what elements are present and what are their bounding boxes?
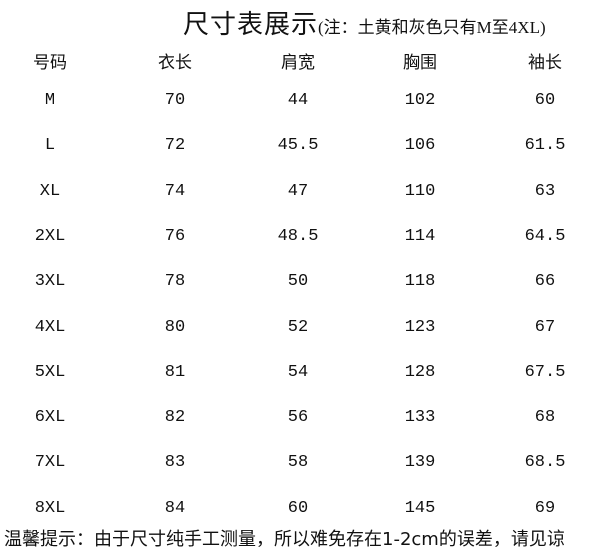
cell-shoulder: 60 bbox=[287, 498, 309, 518]
table-row: 4XL 80 52 123 67 bbox=[0, 318, 600, 348]
cell-shoulder: 47 bbox=[287, 181, 309, 201]
table-header: 号码 衣长 肩宽 胸围 袖长 bbox=[0, 48, 600, 78]
cell-sleeve: 67 bbox=[534, 317, 556, 337]
header-length: 衣长 bbox=[158, 53, 192, 73]
cell-length: 76 bbox=[164, 226, 186, 246]
cell-length: 82 bbox=[164, 408, 186, 428]
header-size: 号码 bbox=[33, 53, 67, 73]
table-row: 2XL 76 48.5 114 64.5 bbox=[0, 227, 600, 257]
cell-size: 5XL bbox=[34, 362, 66, 382]
table-row: 8XL 84 60 145 69 bbox=[0, 499, 600, 529]
cell-chest: 139 bbox=[404, 453, 436, 473]
cell-length: 84 bbox=[164, 498, 186, 518]
cell-shoulder: 48.5 bbox=[277, 226, 319, 246]
title-main: 尺寸表展示 bbox=[183, 10, 319, 39]
cell-length: 74 bbox=[164, 181, 186, 201]
cell-chest: 106 bbox=[404, 136, 436, 156]
cell-size: XL bbox=[39, 181, 61, 201]
cell-length: 70 bbox=[164, 91, 186, 110]
table-row: 3XL 78 50 118 66 bbox=[0, 272, 600, 302]
cell-sleeve: 68 bbox=[534, 408, 556, 428]
table-row: L 72 45.5 106 61.5 bbox=[0, 136, 600, 166]
title-note: (注：土黄和灰色只有M至4XL) bbox=[318, 18, 546, 37]
cell-size: 7XL bbox=[34, 453, 66, 473]
table-row: 7XL 83 58 139 68.5 bbox=[0, 453, 600, 483]
cell-shoulder: 50 bbox=[287, 272, 309, 292]
cell-size: M bbox=[44, 91, 56, 110]
cell-shoulder: 56 bbox=[287, 408, 309, 428]
cell-size: L bbox=[44, 136, 56, 156]
header-sleeve: 袖长 bbox=[528, 53, 562, 73]
cell-chest: 110 bbox=[404, 181, 436, 201]
cell-chest: 118 bbox=[404, 272, 436, 292]
cell-chest: 128 bbox=[404, 362, 436, 382]
cell-sleeve: 68.5 bbox=[524, 453, 566, 473]
cell-sleeve: 66 bbox=[534, 272, 556, 292]
cell-sleeve: 67.5 bbox=[524, 362, 566, 382]
cell-size: 2XL bbox=[34, 226, 66, 246]
cell-size: 8XL bbox=[34, 498, 66, 518]
cell-shoulder: 45.5 bbox=[277, 136, 319, 156]
cell-size: 6XL bbox=[34, 408, 66, 428]
cell-sleeve: 64.5 bbox=[524, 226, 566, 246]
cell-chest: 102 bbox=[404, 91, 436, 110]
header-shoulder: 肩宽 bbox=[281, 53, 315, 73]
cell-length: 83 bbox=[164, 453, 186, 473]
cell-shoulder: 58 bbox=[287, 453, 309, 473]
size-chart-title: 尺寸表展示(注：土黄和灰色只有M至4XL) bbox=[183, 4, 546, 41]
header-chest: 胸围 bbox=[403, 53, 437, 73]
cell-chest: 133 bbox=[404, 408, 436, 428]
cell-chest: 114 bbox=[404, 226, 436, 246]
cell-shoulder: 54 bbox=[287, 362, 309, 382]
cell-length: 78 bbox=[164, 272, 186, 292]
cell-sleeve: 69 bbox=[534, 498, 556, 518]
table-row: 5XL 81 54 128 67.5 bbox=[0, 363, 600, 393]
table-row: XL 74 47 110 63 bbox=[0, 182, 600, 212]
cell-length: 72 bbox=[164, 136, 186, 156]
cell-length: 80 bbox=[164, 317, 186, 337]
cell-chest: 145 bbox=[404, 498, 436, 518]
cell-length: 81 bbox=[164, 362, 186, 382]
cell-chest: 123 bbox=[404, 317, 436, 337]
cell-sleeve: 61.5 bbox=[524, 136, 566, 156]
measurement-note: 温馨提示：由于尺寸纯手工测量，所以难免存在1-2cm的误差，请见谅 bbox=[4, 529, 565, 550]
cell-sleeve: 63 bbox=[534, 181, 556, 201]
cell-sleeve: 60 bbox=[534, 91, 556, 110]
table-row: 6XL 82 56 133 68 bbox=[0, 408, 600, 438]
table-row: M 70 44 102 60 bbox=[0, 91, 600, 121]
cell-shoulder: 52 bbox=[287, 317, 309, 337]
cell-size: 3XL bbox=[34, 272, 66, 292]
cell-size: 4XL bbox=[34, 317, 66, 337]
cell-shoulder: 44 bbox=[287, 91, 309, 110]
